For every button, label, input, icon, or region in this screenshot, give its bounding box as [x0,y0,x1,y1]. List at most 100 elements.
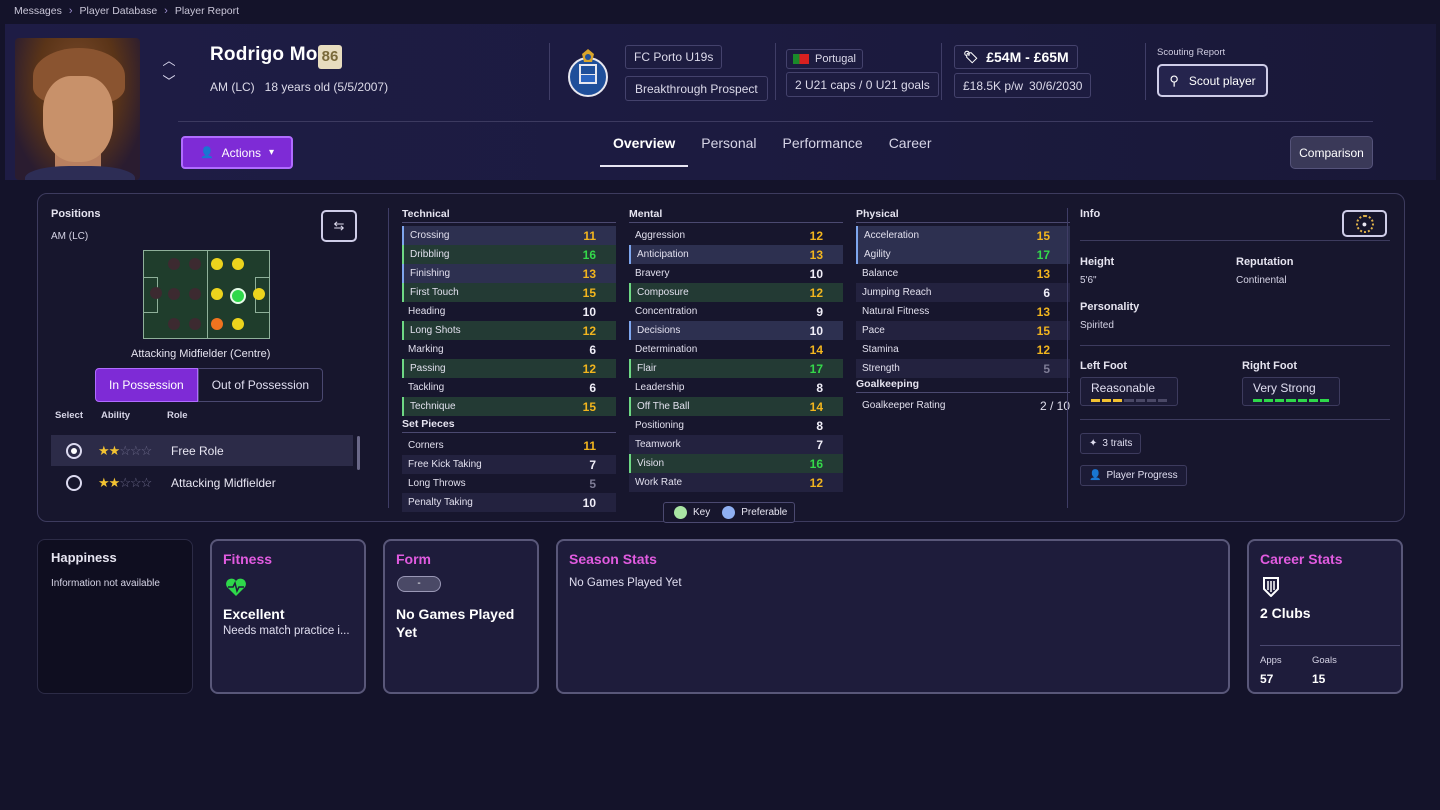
attribute-row-free-kick-taking[interactable]: Free Kick Taking 7 [402,455,616,474]
radio-button[interactable] [66,442,82,459]
chevron-down-icon[interactable]: ﹀ [162,74,176,89]
attribute-row-corners[interactable]: Corners 11 [402,436,616,455]
divider [1260,645,1400,646]
attr-name: Technique [410,401,456,412]
attr-name: Decisions [637,325,681,336]
attribute-row-strength[interactable]: Strength 5 [856,359,1070,378]
meter-segment [1113,399,1123,402]
attribute-row-long-throws[interactable]: Long Throws 5 [402,474,616,493]
attribute-row-anticipation[interactable]: Anticipation 13 [629,245,843,264]
career-stats-card[interactable]: Career Stats 2 Clubs Apps 57 Goals 15 [1247,539,1403,694]
attribute-row-leadership[interactable]: Leadership 8 [629,378,843,397]
attr-value: 15 [582,399,596,414]
price-tag-icon: 🏷 [963,50,979,64]
left-foot-box: Reasonable [1080,377,1178,406]
form-card[interactable]: Form - No Games Played Yet [383,539,539,694]
attribute-row-flair[interactable]: Flair 17 [629,359,843,378]
attribute-row-first-touch[interactable]: First Touch 15 [402,283,616,302]
attr-name: Strength [862,363,900,374]
scout-player-button[interactable]: ⚲ Scout player [1157,64,1268,97]
actions-button[interactable]: 👤 Actions ▾ [181,136,293,169]
attr-name: Composure [637,287,689,298]
season-stats-card[interactable]: Season Stats No Games Played Yet [556,539,1230,694]
in-possession-button[interactable]: In Possession [95,368,198,402]
current-position: AM (LC) [51,231,89,242]
attr-value: 12 [582,323,596,338]
personality-view-button[interactable]: ● [1342,210,1387,237]
attribute-row-agility[interactable]: Agility 17 [856,245,1070,264]
comparison-button[interactable]: Comparison [1290,136,1373,169]
attr-value: 10 [582,304,596,319]
right-foot-value: Very Strong [1253,381,1316,395]
attribute-row-composure[interactable]: Composure 12 [629,283,843,302]
key-dot-icon [674,506,687,519]
fitness-card[interactable]: Fitness Excellent Needs match practice i… [210,539,366,694]
attr-value: 12 [582,361,596,376]
set-pieces-title: Set Pieces [402,418,616,433]
transfer-value: £54M - £65M [986,49,1069,65]
mental-attributes: Mental Aggression 12 Anticipation 13 Bravery… [629,208,843,492]
tab-performance[interactable]: Performance [782,135,863,151]
attribute-row-penalty-taking[interactable]: Penalty Taking 10 [402,493,616,512]
attribute-row-jumping-reach[interactable]: Jumping Reach 6 [856,283,1070,302]
tab-overview[interactable]: Overview [600,132,689,167]
attribute-row-concentration[interactable]: Concentration 9 [629,302,843,321]
player-progress-button[interactable]: 👤 Player Progress [1080,465,1187,486]
position-dot-selected [230,288,246,304]
attribute-row-teamwork[interactable]: Teamwork 7 [629,435,843,454]
attribute-row-long-shots[interactable]: Long Shots 12 [402,321,616,340]
breadcrumb-messages[interactable]: Messages [14,5,62,17]
role-row-attacking-midfielder[interactable]: ★★☆☆☆ Attacking Midfielder [51,467,353,498]
attribute-row-tackling[interactable]: Tackling 6 [402,378,616,397]
position-dot [168,288,180,300]
attribute-row-heading[interactable]: Heading 10 [402,302,616,321]
tab-personal[interactable]: Personal [701,135,757,151]
right-foot-meter [1253,399,1329,402]
attribute-row-natural-fitness[interactable]: Natural Fitness 13 [856,302,1070,321]
legend-key: Key [693,507,711,518]
attribute-row-decisions[interactable]: Decisions 10 [629,321,843,340]
tab-career[interactable]: Career [888,135,932,151]
attribute-row-finishing[interactable]: Finishing 13 [402,264,616,283]
role-list-scrollbar[interactable] [357,436,360,470]
nation-chip[interactable]: Portugal [786,49,863,69]
technical-title: Technical [402,208,616,223]
career-clubs: 2 Clubs [1260,605,1311,621]
attr-value: 15 [582,285,596,300]
physical-title: Physical [856,208,1070,223]
reputation-label: Reputation [1236,256,1294,268]
club-chip[interactable]: FC Porto U19s [625,45,723,69]
attribute-row-bravery[interactable]: Bravery 10 [629,264,843,283]
player-progress-label: Player Progress [1106,470,1178,481]
height-label: Height [1080,256,1115,268]
attribute-row-crossing[interactable]: Crossing 11 [402,226,616,245]
attr-name: Long Throws [408,478,466,489]
attribute-row-technique[interactable]: Technique 15 [402,397,616,416]
traits-button[interactable]: ✦ 3 traits [1080,433,1142,454]
attribute-row-stamina[interactable]: Stamina 12 [856,340,1070,359]
attr-value: 6 [589,380,596,395]
attribute-row-work-rate[interactable]: Work Rate 12 [629,473,843,492]
attribute-row-determination[interactable]: Determination 14 [629,340,843,359]
attribute-row-positioning[interactable]: Positioning 8 [629,416,843,435]
role-row-free-role[interactable]: ★★☆☆☆ Free Role [51,435,353,466]
swap-view-button[interactable]: ⇆ [321,210,357,242]
meter-segment [1146,399,1156,402]
breadcrumb-player-database[interactable]: Player Database [79,5,158,17]
attribute-row-pace[interactable]: Pace 15 [856,321,1070,340]
meter-segment [1253,399,1263,402]
attr-value: 5 [1043,361,1050,376]
out-of-possession-button[interactable]: Out of Possession [197,368,324,402]
attribute-row-vision[interactable]: Vision 16 [629,454,843,473]
chevron-up-icon[interactable]: ︿ [162,53,176,68]
attribute-row-marking[interactable]: Marking 6 [402,340,616,359]
attr-value: 15 [1036,228,1050,243]
role-header: Role [167,410,188,421]
attribute-row-off-the-ball[interactable]: Off The Ball 14 [629,397,843,416]
attribute-row-dribbling[interactable]: Dribbling 16 [402,245,616,264]
radio-button[interactable] [66,474,82,491]
attribute-row-balance[interactable]: Balance 13 [856,264,1070,283]
attribute-row-aggression[interactable]: Aggression 12 [629,226,843,245]
attribute-row-acceleration[interactable]: Acceleration 15 [856,226,1070,245]
attribute-row-passing[interactable]: Passing 12 [402,359,616,378]
